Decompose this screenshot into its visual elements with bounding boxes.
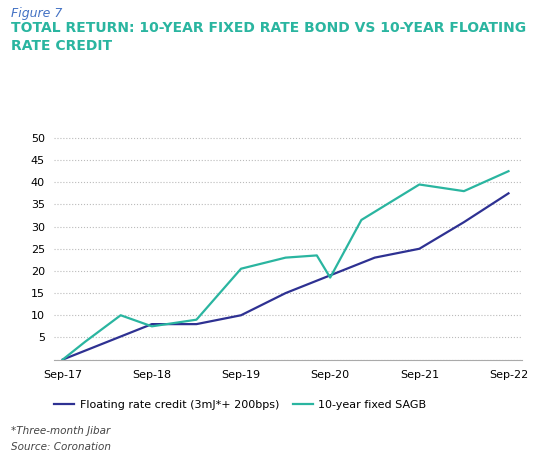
- Floating rate credit (3mJ*+ 200bps): [193, 321, 200, 327]
- Line: Floating rate credit (3mJ*+ 200bps): Floating rate credit (3mJ*+ 200bps): [63, 193, 508, 360]
- Floating rate credit (3mJ*+ 200bps): [461, 219, 467, 225]
- Floating rate credit (3mJ*+ 200bps): [372, 255, 378, 260]
- 10-year fixed SAGB: [327, 275, 334, 280]
- 10-year fixed SAGB: [461, 189, 467, 194]
- Text: Figure 7: Figure 7: [11, 7, 62, 20]
- Floating rate credit (3mJ*+ 200bps): [505, 190, 512, 196]
- Floating rate credit (3mJ*+ 200bps): [238, 313, 244, 318]
- Floating rate credit (3mJ*+ 200bps): [148, 321, 155, 327]
- Text: Source: Coronation: Source: Coronation: [11, 442, 111, 452]
- Floating rate credit (3mJ*+ 200bps): [60, 357, 66, 362]
- 10-year fixed SAGB: [117, 313, 124, 318]
- Floating rate credit (3mJ*+ 200bps): [282, 290, 289, 296]
- Legend: Floating rate credit (3mJ*+ 200bps), 10-year fixed SAGB: Floating rate credit (3mJ*+ 200bps), 10-…: [50, 395, 431, 414]
- 10-year fixed SAGB: [82, 339, 88, 345]
- 10-year fixed SAGB: [238, 266, 244, 272]
- Line: 10-year fixed SAGB: 10-year fixed SAGB: [63, 171, 508, 360]
- 10-year fixed SAGB: [314, 253, 320, 258]
- Floating rate credit (3mJ*+ 200bps): [416, 246, 422, 252]
- 10-year fixed SAGB: [416, 182, 422, 187]
- Text: TOTAL RETURN: 10-YEAR FIXED RATE BOND VS 10-YEAR FLOATING: TOTAL RETURN: 10-YEAR FIXED RATE BOND VS…: [11, 21, 526, 35]
- 10-year fixed SAGB: [193, 317, 200, 322]
- Text: RATE CREDIT: RATE CREDIT: [11, 39, 112, 53]
- 10-year fixed SAGB: [148, 324, 155, 329]
- 10-year fixed SAGB: [60, 357, 66, 362]
- Floating rate credit (3mJ*+ 200bps): [104, 339, 110, 345]
- 10-year fixed SAGB: [282, 255, 289, 260]
- 10-year fixed SAGB: [358, 217, 365, 223]
- Floating rate credit (3mJ*+ 200bps): [327, 272, 334, 278]
- Text: *Three-month Jibar: *Three-month Jibar: [11, 426, 110, 437]
- 10-year fixed SAGB: [505, 168, 512, 174]
